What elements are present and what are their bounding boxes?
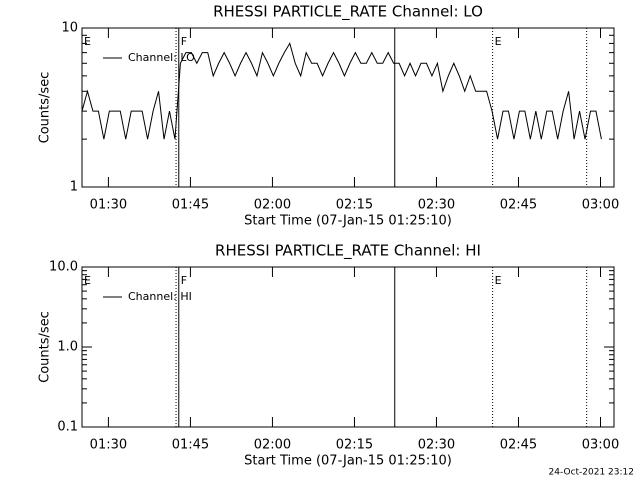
flag-label: E <box>495 35 502 48</box>
flag-label: E <box>495 274 502 287</box>
legend-label: Channel: LO <box>128 51 195 64</box>
y-axis-label: Counts/sec <box>38 72 53 144</box>
x-tick-label: 02:15 <box>336 438 373 453</box>
x-tick-label: 02:30 <box>418 438 455 453</box>
footer: 24-Oct-2021 23:12 <box>549 468 634 478</box>
x-tick-label: 01:45 <box>172 198 209 213</box>
flag-label: E <box>84 35 91 48</box>
chart-title: RHESSI PARTICLE_RATE Channel: HI <box>215 242 481 261</box>
flag-label: F <box>181 274 187 287</box>
chart-title: RHESSI PARTICLE_RATE Channel: LO <box>213 3 483 22</box>
x-tick-label: 02:45 <box>500 198 537 213</box>
legend-label: Channel: HI <box>128 290 192 303</box>
data-line <box>81 42 602 140</box>
y-tick-label: 1.0 <box>57 340 78 355</box>
x-tick-label: 02:30 <box>418 198 455 213</box>
x-tick-label: 02:00 <box>254 198 291 213</box>
x-tick-label: 02:15 <box>336 198 373 213</box>
x-tick-label: 02:45 <box>500 438 537 453</box>
x-axis-label: Start Time (07-Jan-15 01:25:10) <box>244 454 452 469</box>
flag-label: E <box>84 274 91 287</box>
y-tick-label: 10 <box>61 21 78 36</box>
y-axis-label: Counts/sec <box>38 311 53 383</box>
flag-label: F <box>181 35 187 48</box>
x-tick-label: 03:00 <box>582 438 619 453</box>
y-tick-label: 1 <box>70 180 78 195</box>
x-tick-label: 02:00 <box>254 438 291 453</box>
plot-frame <box>81 27 615 188</box>
x-axis-label: Start Time (07-Jan-15 01:25:10) <box>244 214 452 229</box>
x-tick-label: 01:30 <box>90 438 127 453</box>
x-tick-label: 01:30 <box>90 198 127 213</box>
y-tick-label: 0.1 <box>57 420 78 435</box>
x-tick-label: 01:45 <box>172 438 209 453</box>
x-tick-label: 03:00 <box>582 198 619 213</box>
y-tick-label: 10.0 <box>49 260 78 275</box>
